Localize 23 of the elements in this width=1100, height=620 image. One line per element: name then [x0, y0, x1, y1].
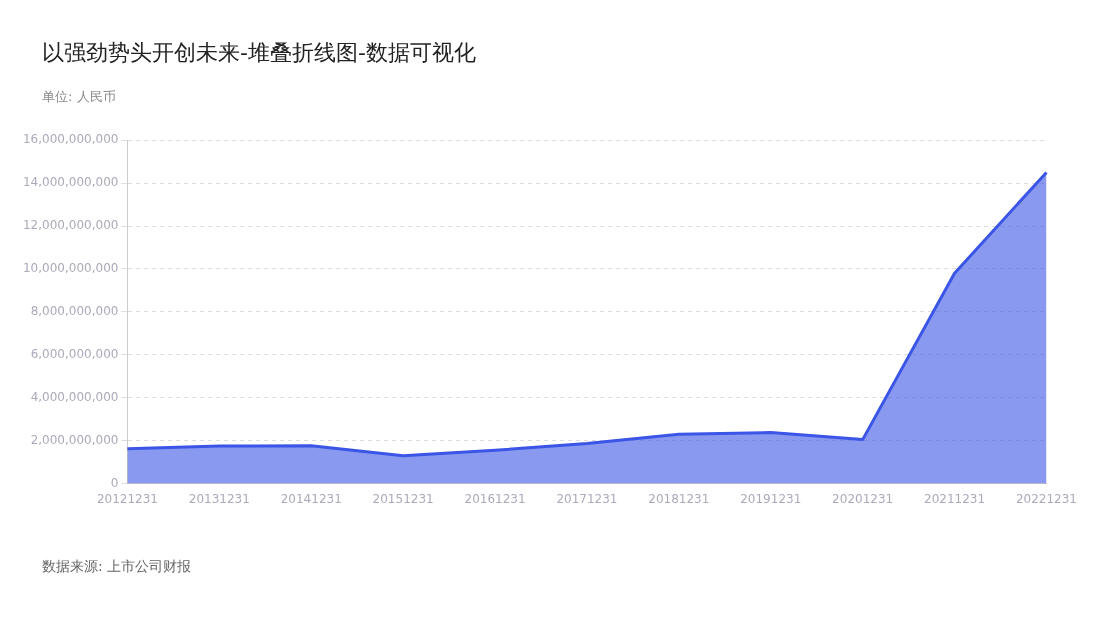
x-tick-label: 20151231	[372, 491, 434, 506]
x-tick-label: 20211231	[924, 491, 986, 506]
x-tick-label: 20161231	[464, 491, 526, 506]
y-axis-title: 单位: 人民币	[42, 88, 117, 106]
chart-title: 以强劲势头开创未来-堆叠折线图-数据可视化	[42, 39, 476, 67]
x-tick-label: 20181231	[648, 491, 710, 506]
x-tick-label: 20131231	[188, 491, 250, 506]
y-tick-label: 12,000,000,000	[22, 218, 119, 233]
x-tick-label: 20171231	[556, 491, 618, 506]
x-tick-label: 20221231	[1015, 491, 1077, 506]
y-tick-label: 6,000,000,000	[30, 346, 119, 361]
y-tick-label: 8,000,000,000	[30, 304, 119, 319]
y-tick-label: 14,000,000,000	[22, 175, 119, 190]
y-tick-label: 0	[110, 475, 119, 490]
y-tick-label: 4,000,000,000	[30, 389, 119, 404]
x-tick-label: 20121231	[96, 491, 158, 506]
x-tick-label: 20141231	[280, 491, 342, 506]
x-tick-label: 20191231	[740, 491, 802, 506]
y-tick-label: 16,000,000,000	[22, 132, 119, 147]
x-tick-label: 20201231	[832, 491, 894, 506]
y-tick-label: 2,000,000,000	[30, 432, 119, 447]
y-tick-label: 10,000,000,000	[22, 261, 119, 276]
source-note: 数据来源: 上市公司财报	[42, 558, 193, 576]
